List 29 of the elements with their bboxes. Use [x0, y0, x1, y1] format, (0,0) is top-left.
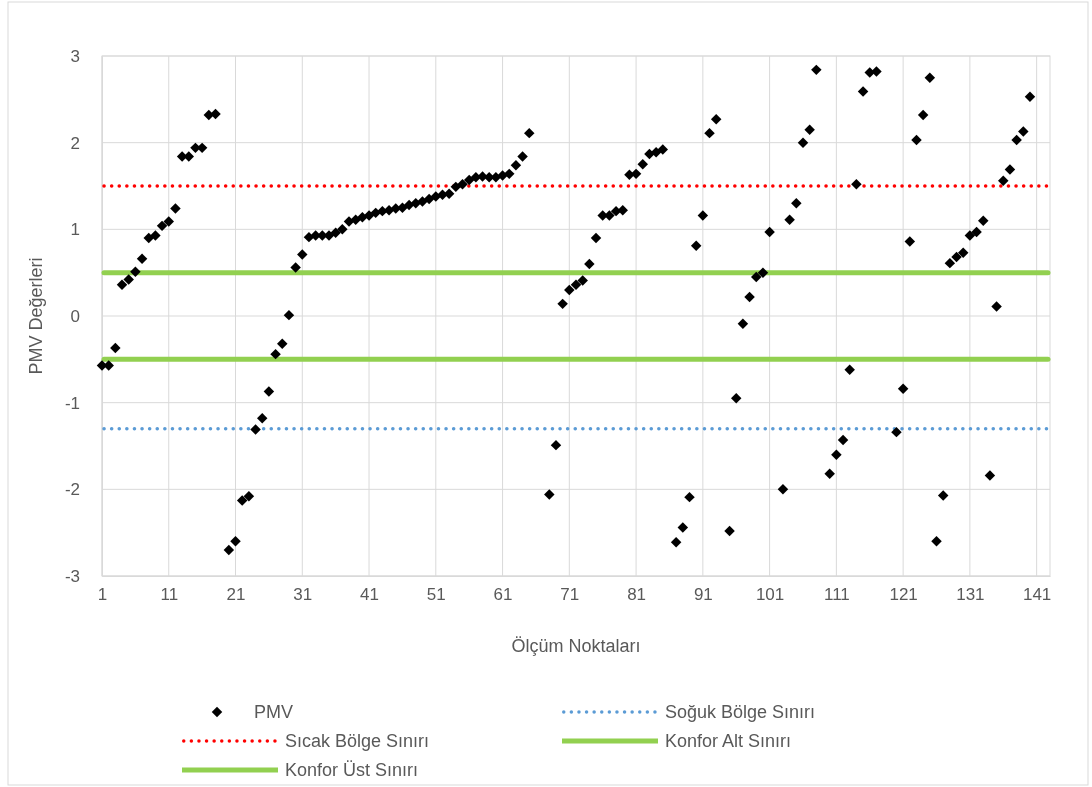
legend-label: Konfor Alt Sınırı — [665, 731, 792, 751]
legend-label: Konfor Üst Sınırı — [285, 760, 419, 780]
x-tick-label: 121 — [889, 585, 918, 605]
x-tick-label: 141 — [1022, 585, 1052, 605]
y-tick-label: 1 — [70, 220, 80, 240]
x-tick-label: 61 — [493, 585, 513, 605]
x-tick-label: 41 — [360, 585, 379, 605]
y-tick-label: -1 — [64, 393, 80, 413]
legend-label: PMV — [254, 702, 294, 722]
x-tick-label: 1 — [97, 585, 108, 605]
x-tick-label: 111 — [823, 585, 850, 605]
y-tick-label: 0 — [70, 306, 80, 326]
x-tick-label: 11 — [160, 585, 179, 605]
x-tick-label: 131 — [956, 585, 985, 605]
y-axis-title: PMV Değerleri — [26, 257, 46, 375]
x-tick-label: 71 — [560, 585, 580, 605]
y-tick-label: -2 — [64, 480, 80, 500]
x-axis-title: Ölçüm Noktaları — [511, 636, 641, 656]
y-tick-label: -3 — [64, 566, 80, 586]
x-tick-label: 51 — [426, 585, 446, 605]
y-tick-label: 3 — [70, 46, 80, 66]
x-tick-label: 81 — [627, 585, 647, 605]
y-tick-label: 2 — [70, 133, 80, 153]
x-tick-label: 31 — [293, 585, 313, 605]
legend-label: Sıcak Bölge Sınırı — [285, 731, 430, 751]
x-tick-label: 21 — [226, 585, 246, 605]
x-tick-label: 101 — [755, 585, 785, 605]
legend-label: Soğuk Bölge Sınırı — [665, 702, 816, 722]
x-tick-label: 91 — [693, 585, 713, 605]
